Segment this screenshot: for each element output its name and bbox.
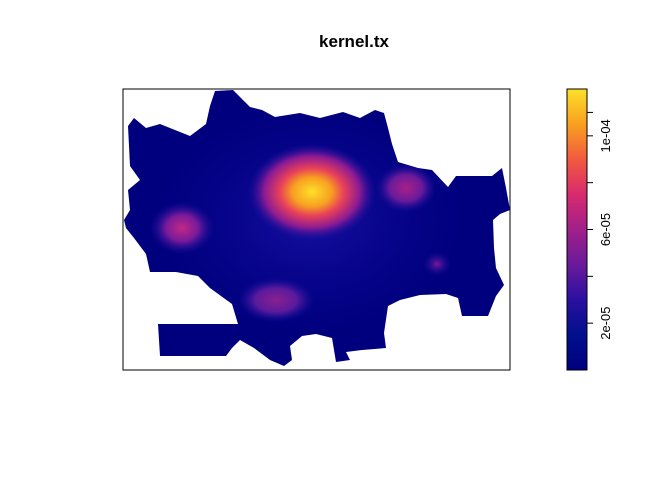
colorbar-tick-label: 2e-05 — [598, 307, 613, 340]
chart-title: kernel.tx — [319, 32, 389, 51]
density-surface — [124, 90, 510, 366]
colorbar-ramp — [567, 89, 587, 370]
hotspot-south — [238, 278, 314, 322]
colorbar: 2e-05 6e-05 1e-04 — [566, 88, 613, 371]
plot-frame — [122, 88, 511, 371]
colorbar-tick-label: 1e-04 — [598, 119, 613, 152]
hotspot-east — [376, 164, 436, 212]
hotspot-southeast — [423, 252, 451, 276]
hotspot-center-north — [248, 144, 376, 240]
hotspot-west — [150, 202, 214, 254]
colorbar-ticks: 2e-05 6e-05 1e-04 — [587, 111, 613, 340]
colorbar-tick-label: 6e-05 — [598, 213, 613, 246]
